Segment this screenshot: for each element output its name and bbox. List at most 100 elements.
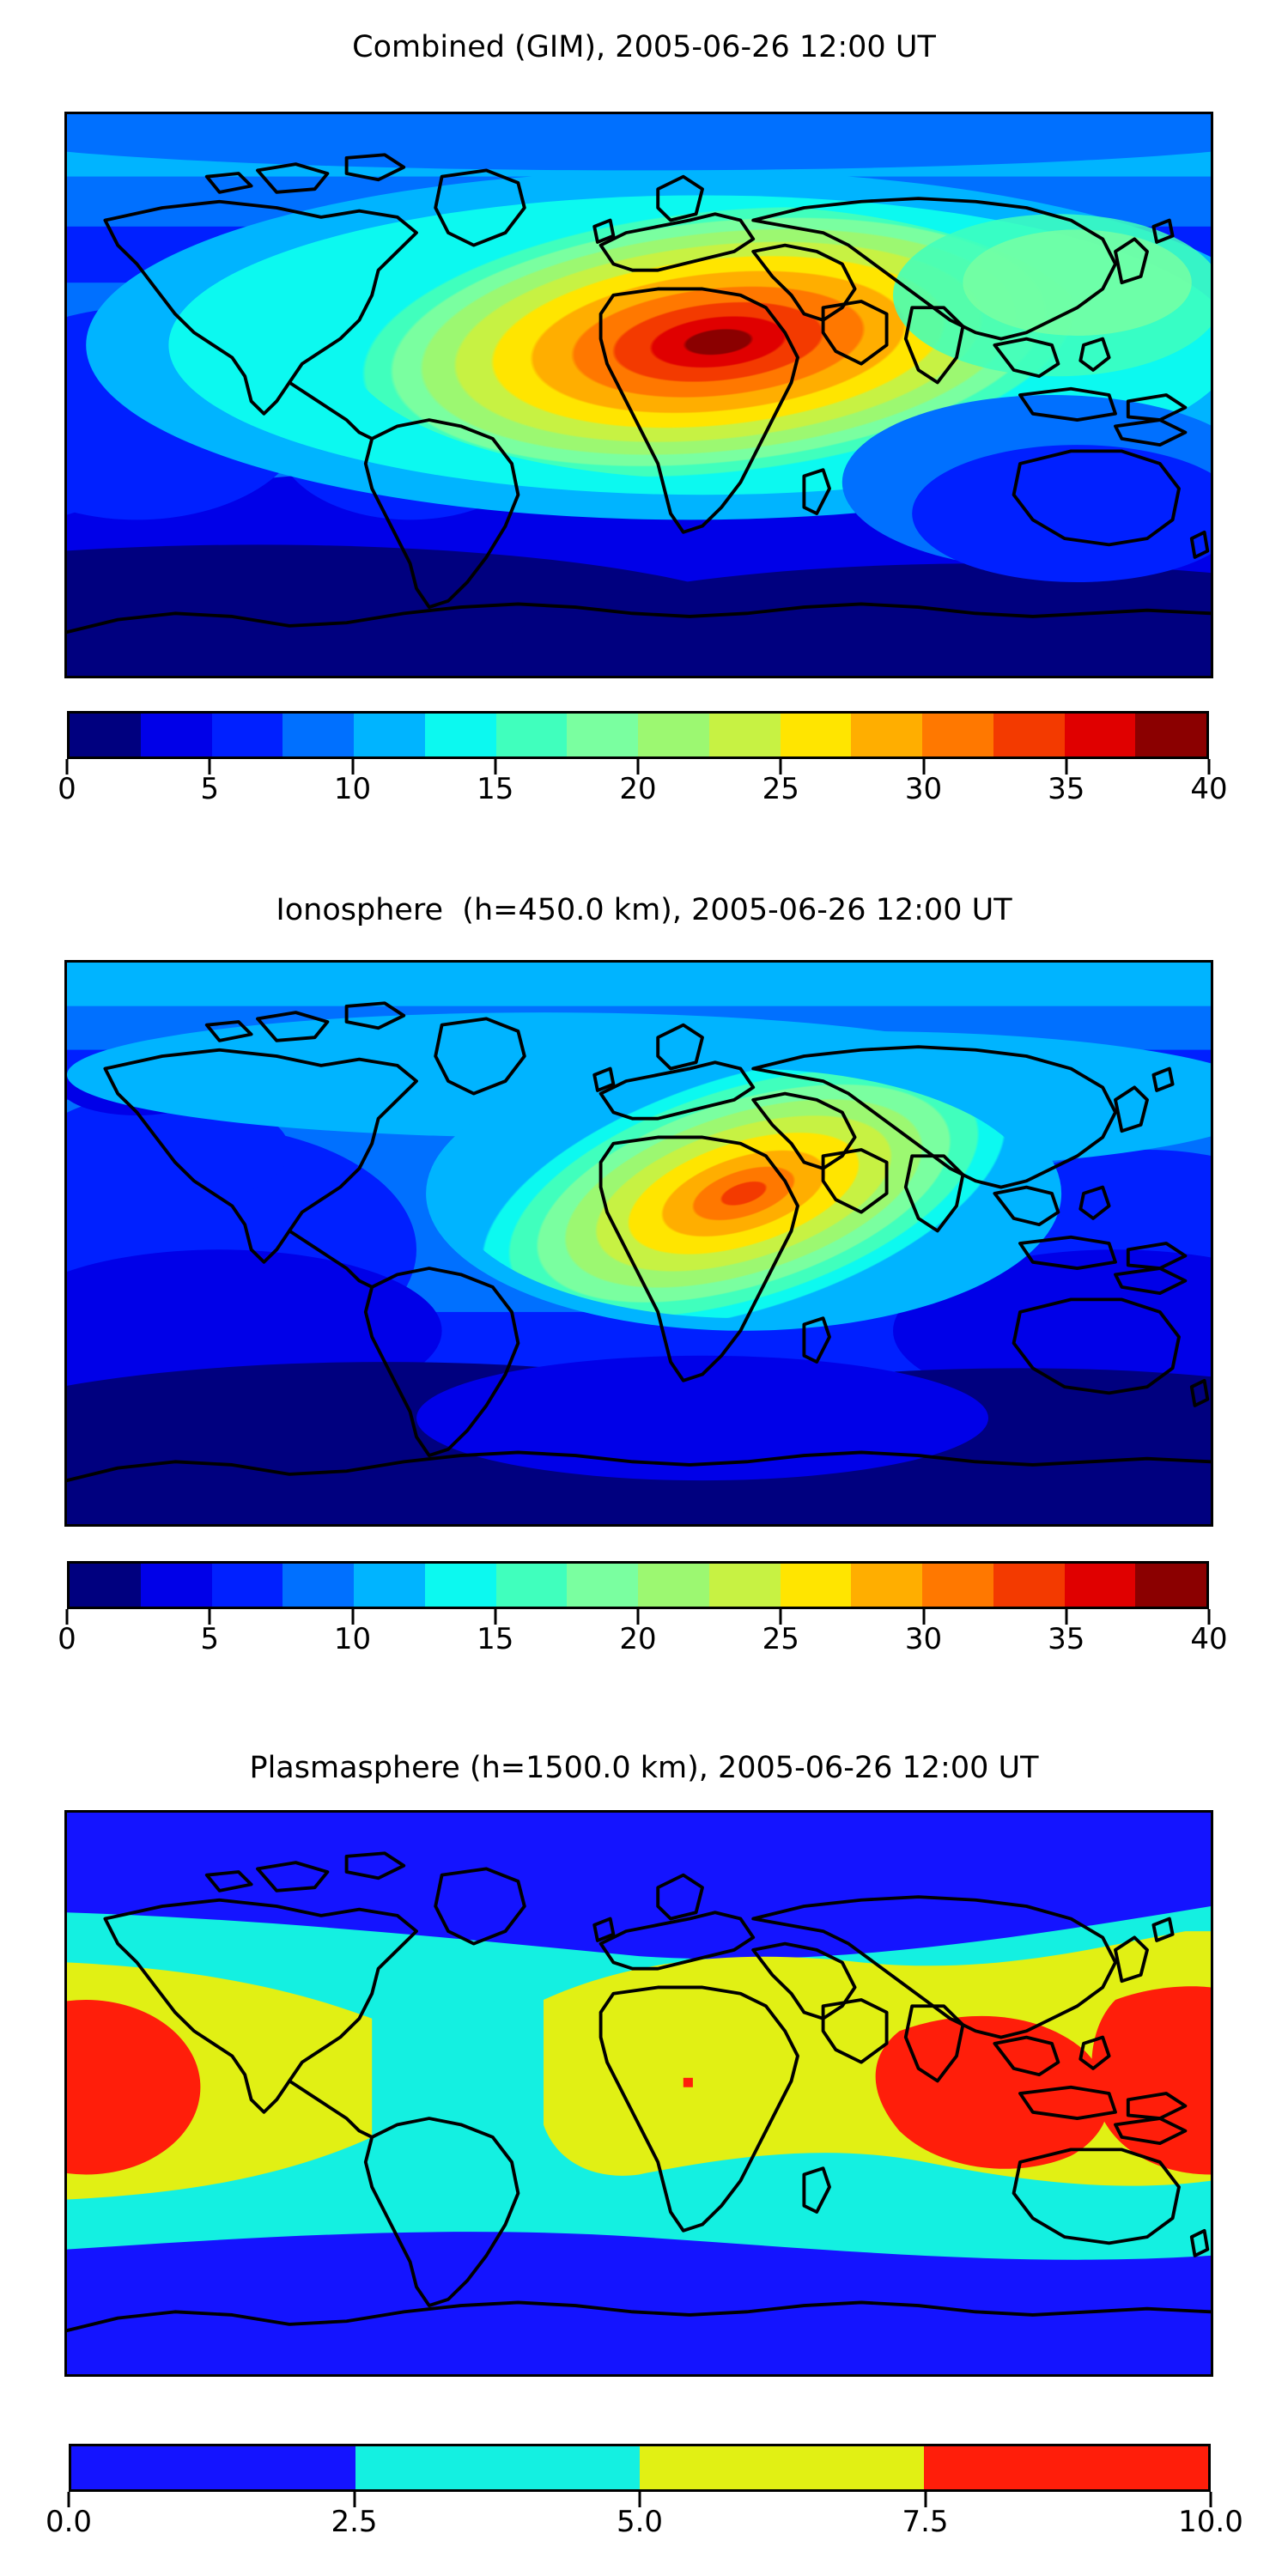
colorbar-segment-3 <box>283 1564 354 1607</box>
colorbar-segment-11 <box>851 714 922 756</box>
colorbar-tick-label-7: 35 <box>1048 1622 1085 1656</box>
colorbar-ticks-plasmasphere-1500km <box>67 2492 1212 2507</box>
colorbar-segment-14 <box>1064 1564 1136 1607</box>
map-inner-plasmasphere-1500km <box>67 1813 1211 2374</box>
colorbar-segment-6 <box>495 1564 568 1607</box>
colorbar-segment-0 <box>70 1564 141 1607</box>
colorbar-tick-label-3: 7.5 <box>902 2505 949 2539</box>
colorbar-tick-label-6: 30 <box>904 1622 943 1656</box>
colorbar-tick-label-3: 15 <box>477 772 514 806</box>
colorbar-tick-label-8: 40 <box>1190 772 1228 806</box>
colorbar-segment-4 <box>354 1564 425 1607</box>
colorbar-tick-5 <box>779 1609 782 1625</box>
colorbar-tick-2 <box>351 759 354 775</box>
map-inner-combined-gim <box>67 114 1211 676</box>
colorbar-ionosphere-450km: 0 5 10 15 20 25 30 35 40 <box>58 1561 1228 1664</box>
coastlines <box>67 1001 1211 1483</box>
colorbar-segment-2 <box>211 1564 283 1607</box>
coastlines <box>67 153 1211 635</box>
colorbar-tick-label-1: 5 <box>200 772 220 806</box>
colorbar-ticks-combined-gim <box>65 759 1211 775</box>
colorbar-segment-0 <box>71 2446 355 2489</box>
colorbar-tick-label-4: 20 <box>619 1622 657 1656</box>
colorbar-tick-0 <box>67 2492 70 2507</box>
colorbar-tick-label-3: 15 <box>477 1622 514 1656</box>
colorbar-segment-3 <box>924 2446 1208 2489</box>
colorbar-segment-7 <box>567 1564 638 1607</box>
map-contours-ionosphere-450km <box>67 963 1211 1524</box>
colorbar-tick-0 <box>65 1609 69 1625</box>
colorbar-tick-label-6: 30 <box>904 772 943 806</box>
panel-title-ionosphere-450km: Ionosphere (h=450.0 km), 2005-06-26 12:0… <box>276 893 1012 927</box>
colorbar-strip-ionosphere-450km <box>67 1561 1209 1609</box>
colorbar-segment-2 <box>211 714 283 756</box>
colorbar-tick-1 <box>353 2492 355 2507</box>
colorbar-tick-label-4: 20 <box>619 772 657 806</box>
colorbar-tick-3 <box>494 759 497 775</box>
colorbar-tick-label-8: 40 <box>1190 1622 1228 1656</box>
map-contours-combined-gim <box>67 114 1211 676</box>
colorbar-tick-label-0: 0 <box>58 772 76 806</box>
colorbar-tick-label-2: 10 <box>333 772 372 806</box>
colorbar-combined-gim: 0 5 10 15 20 25 30 35 40 <box>58 711 1228 814</box>
colorbar-tick-label-0: 0 <box>58 1622 76 1656</box>
colorbar-tick-label-4: 10.0 <box>1178 2505 1243 2539</box>
colorbar-tick-label-2: 5.0 <box>616 2505 664 2539</box>
colorbar-segment-6 <box>495 714 568 756</box>
colorbar-tick-label-1: 2.5 <box>331 2505 378 2539</box>
colorbar-segment-0 <box>70 714 141 756</box>
colorbar-segment-15 <box>1135 714 1206 756</box>
map-ionosphere-450km <box>64 960 1213 1527</box>
colorbar-tick-8 <box>1207 1609 1211 1625</box>
panel-title-combined-gim: Combined (GIM), 2005-06-26 12:00 UT <box>352 30 936 64</box>
colorbar-segment-9 <box>708 1564 781 1607</box>
colorbar-segment-8 <box>638 714 709 756</box>
colorbar-segment-13 <box>993 714 1065 756</box>
colorbar-segment-13 <box>993 1564 1065 1607</box>
colorbar-segment-4 <box>354 714 425 756</box>
colorbar-segment-7 <box>567 714 638 756</box>
colorbar-tick-2 <box>351 1609 354 1625</box>
colorbar-labels-plasmasphere-1500km: 0.0 2.5 5.0 7.5 10.0 <box>46 2505 1243 2547</box>
colorbar-strip-plasmasphere-1500km <box>69 2444 1211 2492</box>
colorbar-tick-label-7: 35 <box>1048 772 1085 806</box>
colorbar-plasmasphere-1500km: 0.0 2.5 5.0 7.5 10.0 <box>46 2444 1243 2547</box>
colorbar-segment-12 <box>922 714 993 756</box>
colorbar-labels-ionosphere-450km: 0 5 10 15 20 25 30 35 40 <box>58 1622 1227 1664</box>
colorbar-tick-4 <box>636 1609 640 1625</box>
colorbar-segment-1 <box>355 2446 640 2489</box>
panel-ionosphere-450km: Ionosphere (h=450.0 km), 2005-06-26 12:0… <box>0 867 1288 1743</box>
colorbar-tick-7 <box>1065 1609 1068 1625</box>
colorbar-tick-label-2: 10 <box>333 1622 372 1656</box>
colorbar-ticks-ionosphere-450km <box>65 1609 1211 1625</box>
panel-plasmasphere-1500km: Plasmasphere (h=1500.0 km), 2005-06-26 1… <box>0 1743 1288 2576</box>
colorbar-segment-10 <box>780 714 852 756</box>
colorbar-segment-15 <box>1135 1564 1206 1607</box>
colorbar-tick-3 <box>924 2492 927 2507</box>
colorbar-tick-label-5: 25 <box>762 772 799 806</box>
colorbar-tick-1 <box>208 759 211 775</box>
map-plasmasphere-1500km <box>64 1810 1213 2377</box>
colorbar-labels-combined-gim: 0 5 10 15 20 25 30 35 40 <box>58 772 1227 814</box>
colorbar-tick-6 <box>922 1609 925 1625</box>
colorbar-segment-2 <box>640 2446 924 2489</box>
colorbar-segment-11 <box>851 1564 922 1607</box>
colorbar-tick-label-0: 0.0 <box>45 2505 93 2539</box>
colorbar-segment-5 <box>424 714 496 756</box>
panel-title-plasmasphere-1500km: Plasmasphere (h=1500.0 km), 2005-06-26 1… <box>249 1751 1039 1785</box>
panel-combined-gim: Combined (GIM), 2005-06-26 12:00 UT <box>0 0 1288 867</box>
colorbar-segment-10 <box>780 1564 852 1607</box>
colorbar-segment-1 <box>140 714 212 756</box>
colorbar-segment-5 <box>424 1564 496 1607</box>
map-inner-ionosphere-450km <box>67 963 1211 1524</box>
colorbar-tick-4 <box>1209 2492 1212 2507</box>
colorbar-strip-combined-gim <box>67 711 1209 759</box>
colorbar-segment-8 <box>638 1564 709 1607</box>
colorbar-segment-3 <box>283 714 354 756</box>
coastlines <box>67 1851 1211 2333</box>
colorbar-tick-0 <box>65 759 69 775</box>
colorbar-tick-6 <box>922 759 925 775</box>
colorbar-segment-1 <box>140 1564 212 1607</box>
colorbar-segment-9 <box>708 714 781 756</box>
